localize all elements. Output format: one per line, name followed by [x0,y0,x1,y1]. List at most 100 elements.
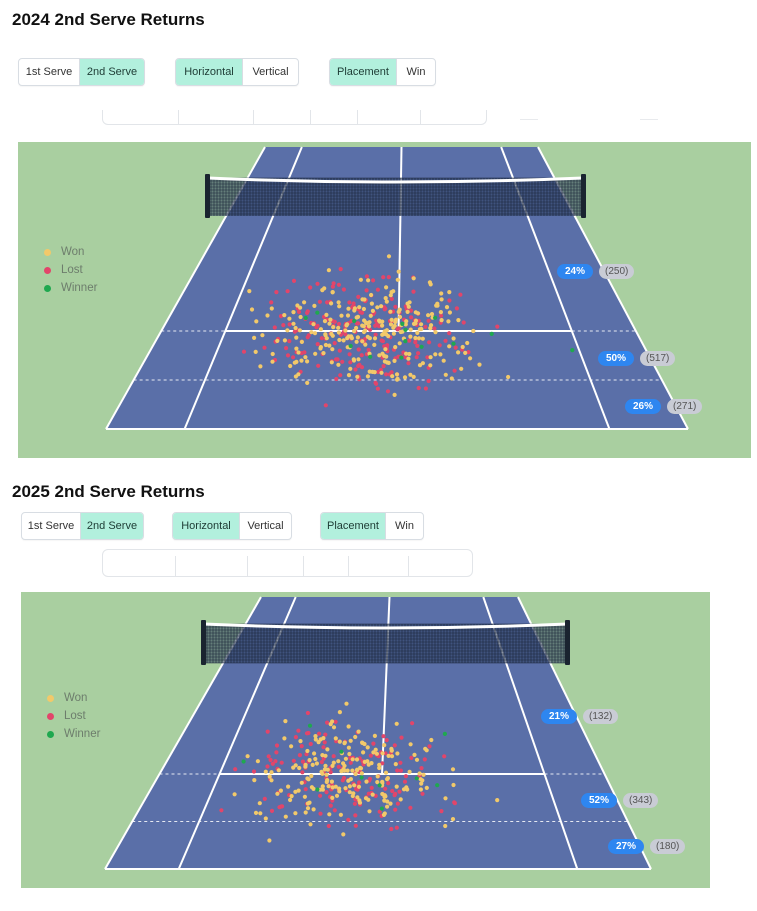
shot-dot-won [247,289,252,294]
shot-dot-lost [364,274,369,279]
shot-dot-won [330,719,335,724]
shot-dot-won [350,757,355,762]
shot-dot-lost [353,367,358,372]
shot-dot-lost [398,768,403,773]
serve-option-1st[interactable]: 1st Serve [19,59,80,85]
shot-dot-lost [274,750,279,755]
shot-dot-lost [336,321,342,327]
shot-dot-lost [334,376,339,382]
shot-dot-won [391,325,396,330]
shot-dot-lost [341,287,346,292]
shot-dot-won [296,788,301,793]
shot-dot-lost [318,793,323,798]
shot-dot-won [347,784,352,789]
net-post [205,174,210,218]
shot-dot-won [443,823,448,829]
shot-dot-won [297,765,302,771]
shot-dot-lost [368,753,373,758]
shot-dot-lost [269,300,274,305]
shot-dot-lost [315,323,320,328]
mode-option-placement[interactable]: Placement [321,513,386,539]
orientation-option-vertical[interactable]: Vertical [247,520,284,532]
serve-option-1st[interactable]: 1st Serve [22,513,81,539]
mode-option-win[interactable]: Win [395,520,414,532]
legend-item-winner: Winner [44,279,97,297]
shot-dot-lost [333,719,338,724]
shot-dot-won [325,778,330,783]
shot-dot-won [295,303,300,308]
shot-dot-won [438,310,443,315]
shot-dot-lost [466,350,471,355]
shot-dot-won [303,355,308,360]
shot-dot-lost [373,332,378,337]
shot-dot-won [337,304,342,309]
shot-dot-won [386,753,391,758]
shot-dot-won [428,363,433,368]
shot-dot-won [377,762,382,767]
serve-option-2nd[interactable]: 2nd Serve [81,513,143,539]
shot-dot-won [367,809,372,814]
shot-dot-won [354,325,359,331]
shot-dot-won [347,790,352,795]
shot-dot-won [373,747,378,752]
shot-dot-won [433,352,438,357]
shot-dot-won [380,323,385,328]
shot-dot-lost [416,351,421,356]
shot-dot-won [309,773,314,779]
shot-dot-won [394,372,400,377]
shot-dot-won [408,334,413,339]
shot-dot-won [450,817,456,822]
shot-dot-won [323,333,328,338]
shot-dot-won [352,783,357,788]
shot-dot-won [336,759,341,764]
shot-dot-lost [432,326,437,331]
shot-dot-won [308,822,313,827]
shot-dot-won [369,292,374,298]
shot-dot-winner [489,331,494,336]
shot-dot-won [291,310,296,315]
serve-option-2nd[interactable]: 2nd Serve [80,59,144,85]
shot-dot-lost [383,786,388,791]
orientation-option-horizontal[interactable]: Horizontal [173,513,240,539]
shot-dot-won [451,782,456,788]
shot-dot-won [265,313,270,318]
shot-dot-won [311,807,316,812]
shot-dot-won [298,314,303,320]
mode-option-win[interactable]: Win [406,66,426,78]
court-chart-2025: Won Lost Winner 21% (132) 52% (343) 27% … [21,592,710,888]
shot-dot-won [294,346,299,351]
shot-dot-won [404,351,409,356]
shot-dot-won [380,751,385,756]
shot-dot-won [252,778,257,783]
shot-dot-lost [268,757,273,763]
shot-dot-lost [319,336,324,341]
mode-option-placement[interactable]: Placement [330,59,397,85]
shot-dot-won [352,306,357,311]
shot-dot-won [392,392,397,397]
orientation-option-horizontal[interactable]: Horizontal [176,59,243,85]
shot-dot-lost [277,805,282,810]
orientation-option-vertical[interactable]: Vertical [252,66,289,78]
shot-dot-lost [323,732,328,737]
shot-dot-won [330,290,335,295]
filter-placeholder-bar [102,110,487,125]
shot-dot-lost [423,386,428,391]
shot-dot-won [270,351,275,357]
shot-dot-won [460,344,465,350]
shot-dot-won [291,765,296,770]
shot-dot-lost [402,779,408,784]
shot-dot-won [404,319,409,324]
shot-dot-lost [356,294,361,299]
shot-dot-lost [356,363,361,369]
shot-dot-won [345,336,350,341]
shot-dot-won [456,318,461,323]
shot-dot-lost [334,357,339,362]
shot-dot-won [465,340,470,346]
shot-dot-won [386,254,392,259]
shot-dot-lost [393,791,398,796]
shot-dot-won [419,322,424,327]
shot-dot-winner [377,783,382,788]
shot-dot-won [318,327,323,332]
shot-dot-won [342,763,347,768]
shot-dot-won [293,811,298,816]
